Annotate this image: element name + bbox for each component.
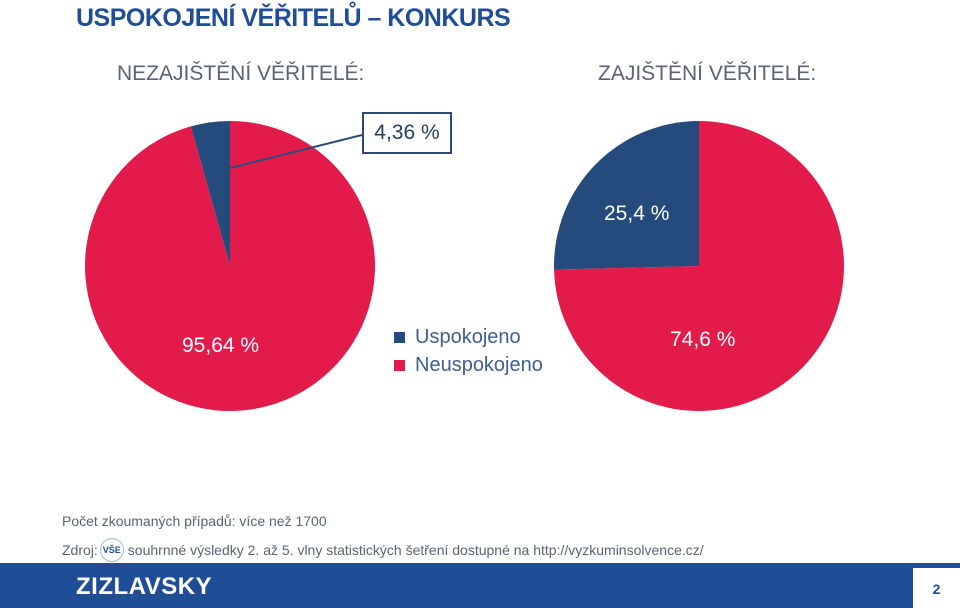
callout-satisfied-unsecured: 4,36 %: [362, 112, 452, 154]
legend-label-satisfied: Uspokojeno: [415, 325, 521, 348]
page-number: 2: [932, 581, 941, 597]
chart-title-secured: ZAJIŠTĚNÍ VĚŘITELÉ:: [598, 62, 817, 85]
slide-title: USPOKOJENÍ VĚŘITELŮ – KONKURS: [76, 4, 511, 32]
legend-swatch-satisfied: [394, 331, 405, 343]
pie-secured: [554, 120, 844, 411]
chart-title-unsecured: NEZAJIŠTĚNÍ VĚŘITELÉ:: [117, 62, 365, 85]
page-number-box: 2: [913, 568, 960, 608]
source-note: Zdroj: VŠE souhrnné výsledky 2. až 5. vl…: [62, 538, 704, 562]
cases-note: Počet zkoumaných případů: více než 1700: [62, 513, 327, 529]
legend: Uspokojeno Neuspokojeno: [394, 323, 543, 379]
source-prefix: Zdroj:: [62, 542, 98, 558]
pie-slice-satisfied: [190, 121, 230, 266]
legend-swatch-unsatisfied: [394, 359, 405, 371]
slice-label-unsatisfied-secured: 74,6 %: [670, 328, 736, 351]
source-text: souhrnné výsledky 2. až 5. vlny statisti…: [127, 542, 704, 558]
legend-item-unsatisfied: Neuspokojeno: [394, 351, 543, 379]
legend-label-unsatisfied: Neuspokojeno: [415, 353, 543, 376]
callout-leader-line: [229, 134, 363, 169]
pie-slice-satisfied: [554, 120, 699, 270]
legend-item-satisfied: Uspokojeno: [394, 323, 543, 351]
vse-logo-icon: VŠE: [99, 538, 124, 562]
pie-slice-unsatisfied: [84, 121, 375, 412]
footer-bar: ZIZLAVSKY 2: [0, 563, 960, 608]
slice-label-unsatisfied-unsecured: 95,64 %: [182, 334, 260, 357]
pie-unsecured: [84, 121, 375, 412]
slice-label-satisfied-secured: 25,4 %: [604, 202, 670, 225]
pie-slice-unsatisfied: [554, 121, 844, 411]
brand-logo: ZIZLAVSKY: [76, 573, 213, 600]
